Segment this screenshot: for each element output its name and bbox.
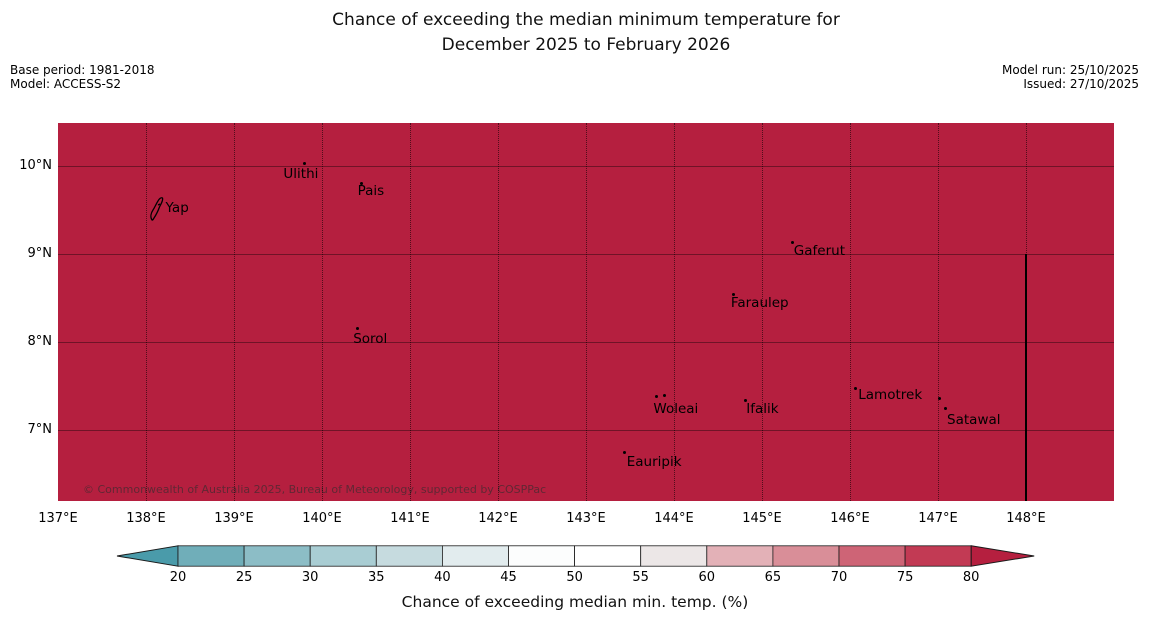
colorbar-segment bbox=[243, 545, 311, 567]
colorbar-segment bbox=[640, 545, 708, 567]
place-marker-pais bbox=[360, 182, 364, 186]
maritime-border-line bbox=[1025, 254, 1027, 501]
place-marker-woleai bbox=[654, 395, 658, 399]
x-tick-148°E: 148°E bbox=[1006, 511, 1046, 526]
place-label-ulithi: Ulithi bbox=[283, 166, 319, 183]
colorbar-tick-80: 80 bbox=[962, 570, 980, 585]
lon-gridline bbox=[850, 123, 851, 501]
x-tick-138°E: 138°E bbox=[126, 511, 166, 526]
colorbar-tick-60: 60 bbox=[698, 570, 716, 585]
x-tick-145°E: 145°E bbox=[742, 511, 782, 526]
colorbar-tick-20: 20 bbox=[169, 570, 187, 585]
y-tick-10°N: 10°N bbox=[19, 157, 52, 173]
place-marker-lamotrek bbox=[853, 387, 857, 391]
colorbar-label: Chance of exceeding median min. temp. (%… bbox=[401, 593, 749, 611]
colorbar-right-arrow bbox=[970, 545, 1035, 567]
place-label-eauripik: Eauripik bbox=[626, 454, 682, 471]
colorbar-segment bbox=[706, 545, 774, 567]
lon-gridline bbox=[938, 123, 939, 501]
colorbar-tick-25: 25 bbox=[235, 570, 253, 585]
copyright-text: © Commonwealth of Australia 2025, Bureau… bbox=[83, 483, 547, 496]
place-label-lamotrek: Lamotrek bbox=[858, 386, 923, 403]
model-text: Model: ACCESS-S2 bbox=[10, 77, 122, 91]
colorbar-segment bbox=[772, 545, 840, 567]
colorbar-tick-75: 75 bbox=[896, 570, 914, 585]
place-label-faraulep: Faraulep bbox=[730, 294, 789, 311]
place-marker-eauripik bbox=[623, 450, 627, 454]
x-tick-142°E: 142°E bbox=[478, 511, 518, 526]
model-run-text: Model run: 25/10/2025 bbox=[1001, 63, 1139, 77]
colorbar-tick-35: 35 bbox=[368, 570, 385, 585]
x-tick-147°E: 147°E bbox=[918, 511, 958, 526]
issued-text: Issued: 27/10/2025 bbox=[1023, 77, 1139, 91]
place-label-yap: Yap bbox=[165, 200, 189, 217]
y-tick-9°N: 9°N bbox=[27, 246, 53, 262]
figure-title-line2: December 2025 to February 2026 bbox=[441, 35, 731, 55]
map-canvas: © Commonwealth of Australia 2025, Bureau… bbox=[58, 123, 1114, 501]
colorbar-segment bbox=[838, 545, 906, 567]
lon-gridline bbox=[410, 123, 411, 501]
place-marker-gaferut bbox=[791, 241, 795, 245]
colorbar-tick-65: 65 bbox=[764, 570, 782, 585]
colorbar-segment bbox=[904, 545, 972, 567]
islet-marker bbox=[938, 397, 942, 401]
lon-gridline bbox=[234, 123, 235, 501]
yap-island-icon bbox=[149, 197, 163, 221]
lon-gridline bbox=[498, 123, 499, 501]
x-tick-141°E: 141°E bbox=[390, 511, 430, 526]
place-marker-ulithi bbox=[302, 161, 306, 165]
colorbar-left-arrow bbox=[116, 545, 179, 567]
colorbar-tick-40: 40 bbox=[434, 570, 451, 585]
x-tick-146°E: 146°E bbox=[830, 511, 870, 526]
place-marker-ifalik bbox=[743, 398, 747, 402]
lon-gridline bbox=[146, 123, 147, 501]
place-marker-satawal bbox=[943, 406, 947, 410]
colorbar-segment bbox=[441, 545, 509, 567]
x-tick-139°E: 139°E bbox=[214, 511, 254, 526]
colorbar-tick-55: 55 bbox=[632, 570, 649, 585]
x-tick-144°E: 144°E bbox=[654, 511, 694, 526]
base-period-text: Base period: 1981-2018 bbox=[10, 63, 155, 77]
lon-gridline bbox=[674, 123, 675, 501]
place-label-satawal: Satawal bbox=[947, 412, 1001, 429]
place-marker-faraulep bbox=[732, 293, 736, 297]
figure-title-line1: Chance of exceeding the median minimum t… bbox=[332, 10, 840, 30]
place-label-woleai: Woleai bbox=[653, 400, 699, 417]
colorbar-segment bbox=[375, 545, 443, 567]
place-label-ifalik: Ifalik bbox=[746, 401, 779, 418]
place-marker-sorol bbox=[355, 327, 359, 331]
islet-marker bbox=[662, 393, 666, 397]
y-tick-7°N: 7°N bbox=[27, 422, 53, 438]
lon-gridline bbox=[586, 123, 587, 501]
figure-title: Chance of exceeding the median minimum t… bbox=[58, 8, 1114, 58]
place-label-gaferut: Gaferut bbox=[793, 242, 845, 259]
colorbar-tick-45: 45 bbox=[500, 570, 517, 585]
colorbar-segment bbox=[574, 545, 642, 567]
place-label-pais: Pais bbox=[357, 182, 385, 199]
colorbar bbox=[116, 545, 1035, 567]
lon-gridline bbox=[762, 123, 763, 501]
x-tick-137°E: 137°E bbox=[38, 511, 78, 526]
lon-gridline bbox=[322, 123, 323, 501]
meta-model-run: Model run: 25/10/2025 Issued: 27/10/2025 bbox=[1002, 63, 1139, 91]
colorbar-segment bbox=[508, 545, 575, 567]
colorbar-tick-30: 30 bbox=[301, 570, 319, 585]
place-label-sorol: Sorol bbox=[353, 330, 388, 347]
y-tick-8°N: 8°N bbox=[27, 334, 53, 350]
colorbar-segment bbox=[309, 545, 377, 567]
x-tick-143°E: 143°E bbox=[566, 511, 606, 526]
x-tick-140°E: 140°E bbox=[302, 511, 342, 526]
colorbar-gradient bbox=[116, 545, 1035, 567]
colorbar-tick-70: 70 bbox=[830, 570, 848, 585]
meta-base-period: Base period: 1981-2018 Model: ACCESS-S2 bbox=[10, 63, 155, 91]
colorbar-segment bbox=[177, 545, 245, 567]
colorbar-tick-50: 50 bbox=[566, 570, 583, 585]
